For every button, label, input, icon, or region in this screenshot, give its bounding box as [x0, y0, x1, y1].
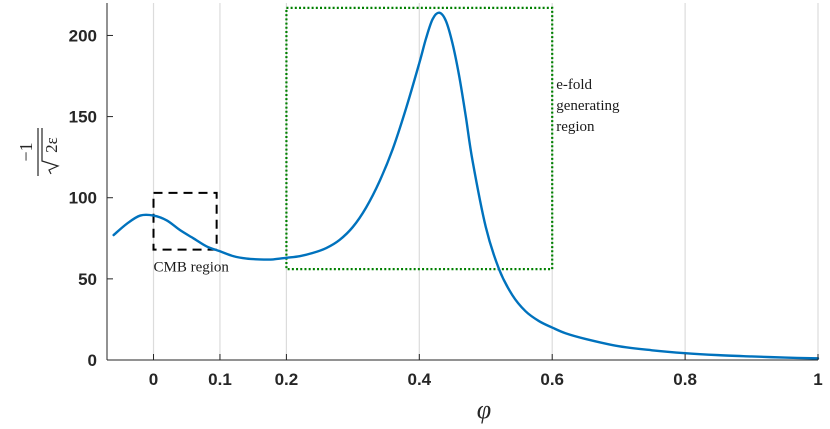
- annotation-box-1: [285, 6, 554, 271]
- x-tick-label-6: 1: [813, 370, 822, 389]
- x-tick-label-3: 0.4: [407, 370, 431, 389]
- y-axis-label-numerator: −1: [16, 142, 36, 161]
- annotation-box-0: [152, 191, 218, 251]
- x-axis-label: φ: [477, 395, 491, 424]
- y-tick-label-2: 100: [69, 189, 97, 208]
- axes: [106, 3, 819, 361]
- y-tick-label-4: 200: [69, 26, 97, 45]
- annotations: CMB region e-fold generating region: [154, 77, 620, 276]
- region-boxes: [152, 6, 554, 271]
- annotation-label-0: CMB region: [154, 260, 230, 276]
- y-axis-label: −1 2ε: [16, 128, 61, 176]
- x-tick-label-2: 0.2: [275, 370, 299, 389]
- x-tick-label-4: 0.6: [540, 370, 564, 389]
- series-line-0: [112, 11, 820, 360]
- x-tick-label-1: 0.1: [208, 370, 232, 389]
- x-tick-label-5: 0.8: [673, 370, 697, 389]
- y-tick-label-0: 0: [88, 351, 97, 370]
- series-layer: [112, 11, 820, 360]
- grid-lines: [152, 3, 819, 360]
- annotation-label-1-line-1: generating: [556, 98, 620, 114]
- y-axis-label-radicand: 2ε: [42, 137, 61, 153]
- x-tick-labels: 0 0.1 0.2 0.4 0.6 0.8 1: [149, 370, 823, 389]
- y-axis-label-radical-sign: [41, 128, 60, 175]
- y-tick-label-1: 50: [78, 270, 97, 289]
- x-tick-label-0: 0: [149, 370, 158, 389]
- annotation-label-1-line-2: region: [556, 119, 595, 135]
- y-tick-labels: 0 50 100 150 200: [69, 26, 97, 370]
- y-tick-label-3: 150: [69, 108, 97, 127]
- annotation-label-1-line-0: e-fold: [556, 77, 592, 93]
